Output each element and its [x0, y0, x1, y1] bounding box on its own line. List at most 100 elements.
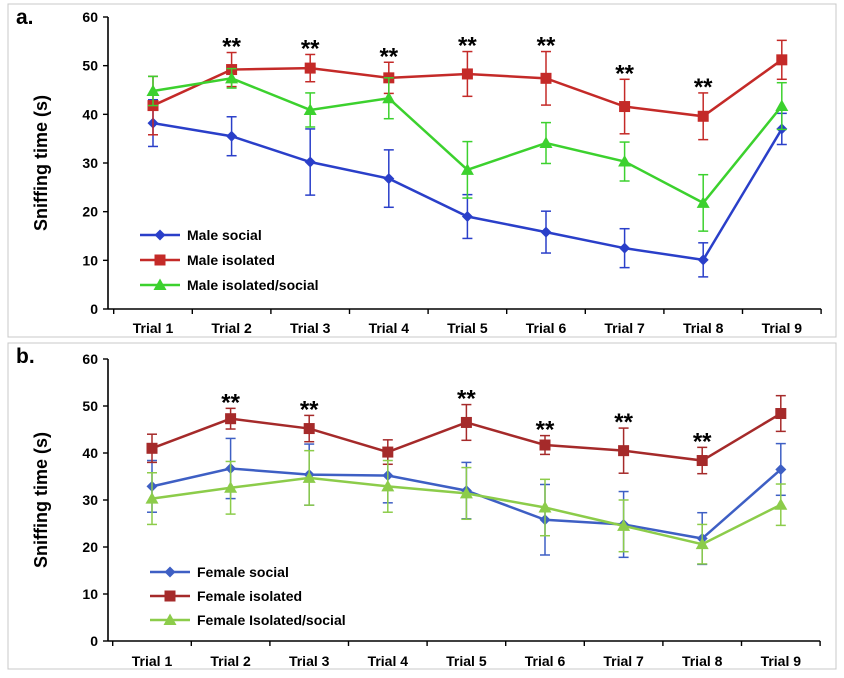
significance-marker: ** [222, 34, 241, 61]
legend-swatch-marker [154, 229, 166, 241]
y-tick-label: 50 [82, 58, 98, 74]
data-point [461, 68, 473, 80]
significance-marker: ** [300, 396, 319, 423]
x-tick-label: Trial 8 [682, 653, 723, 669]
data-point [696, 196, 710, 208]
y-tick-label: 10 [82, 252, 98, 268]
y-tick-label: 60 [82, 9, 98, 25]
data-point [304, 156, 316, 168]
y-tick-label: 20 [82, 539, 98, 555]
data-point [225, 413, 237, 425]
panel-frame [7, 3, 837, 338]
significance-marker: ** [536, 417, 555, 444]
legend-swatch-marker [153, 278, 167, 290]
x-tick-label: Trial 4 [368, 653, 409, 669]
y-tick-label: 10 [82, 586, 98, 602]
data-point [146, 442, 158, 454]
significance-marker: ** [458, 33, 477, 60]
x-tick-label: Trial 1 [132, 653, 173, 669]
significance-marker: ** [221, 389, 240, 416]
panel-a: a. 0 10 20 30 40 50 60 Trial 1 Trial 2 Trial 3 Tria… [7, 3, 837, 338]
data-point [619, 242, 631, 254]
data-point [460, 416, 472, 428]
significance-marker: ** [615, 60, 634, 87]
data-point [303, 103, 317, 115]
legend-label: Female Isolated/social [197, 612, 346, 628]
data-point [460, 163, 474, 175]
data-point [146, 84, 160, 96]
panel-b: b. 0 10 20 30 40 50 60 Trial 1 Trial 2 Trial 3 Tria… [7, 342, 837, 670]
legend-label: Male isolated/social [187, 277, 319, 293]
significance-marker: ** [694, 74, 713, 101]
x-tick-label: Trial 1 [133, 320, 174, 336]
x-tick-label: Trial 7 [604, 320, 645, 336]
data-point [696, 455, 708, 467]
data-point [459, 486, 473, 499]
x-tick-label: Trial 3 [290, 320, 331, 336]
data-point [302, 471, 316, 483]
legend-label: Female social [197, 564, 289, 580]
legend-swatch-marker [154, 254, 166, 266]
x-tick-label: Trial 9 [761, 653, 802, 669]
y-tick-label: 30 [82, 492, 98, 508]
panel-label: a. [16, 6, 34, 29]
data-point [461, 211, 473, 223]
data-point [617, 519, 631, 531]
series-2 [145, 449, 788, 565]
data-point [775, 99, 789, 112]
y-tick-label: 0 [90, 301, 98, 317]
data-point [224, 481, 238, 493]
legend-swatch-marker [163, 613, 177, 625]
significance-marker: ** [379, 43, 398, 70]
data-point [538, 501, 552, 513]
y-axis-title: Sniffing time (s) [31, 432, 51, 568]
y-tick-label: 50 [82, 398, 98, 414]
legend-entry: Female Isolated/social [150, 612, 346, 628]
significance-marker: ** [301, 35, 320, 62]
series-0 [147, 98, 788, 278]
data-point [382, 91, 396, 104]
y-tick-label: 60 [82, 351, 98, 367]
y-axis-title: Sniffing time (s) [31, 95, 51, 231]
x-tick-label: Trial 3 [289, 653, 330, 669]
y-tick-label: 0 [90, 633, 98, 649]
data-point [226, 130, 238, 142]
significance-marker: ** [537, 33, 556, 60]
x-tick-label: Trial 6 [525, 653, 566, 669]
data-point [618, 155, 632, 167]
data-point [382, 446, 394, 458]
data-point [774, 498, 788, 510]
y-tick-label: 30 [82, 155, 98, 171]
significance-marker: ** [614, 409, 633, 436]
data-point [540, 226, 552, 238]
series-2 [146, 67, 789, 232]
y-tick-label: 40 [82, 445, 98, 461]
data-point [695, 537, 709, 550]
legend-entry: Female social [150, 564, 289, 580]
x-tick-label: Trial 2 [210, 653, 251, 669]
data-point [619, 101, 631, 113]
data-point [539, 439, 551, 451]
x-tick-label: Trial 6 [526, 320, 567, 336]
data-point [775, 408, 787, 420]
data-point [381, 479, 395, 492]
data-point [775, 463, 787, 475]
data-point [383, 173, 395, 185]
legend-entry: Male social [140, 227, 262, 243]
x-tick-label: Trial 8 [683, 320, 724, 336]
data-point [304, 62, 316, 74]
panel-label: b. [16, 345, 35, 368]
x-tick-label: Trial 7 [603, 653, 644, 669]
significance-marker: ** [693, 428, 712, 455]
legend-swatch-marker [164, 590, 176, 602]
x-tick-label: Trial 2 [211, 320, 252, 336]
data-point [225, 71, 239, 84]
panel-frame [7, 342, 837, 670]
data-point [303, 423, 315, 435]
legend-label: Female isolated [197, 588, 302, 604]
legend-entry: Female isolated [150, 588, 302, 604]
data-point [618, 445, 630, 457]
x-tick-label: Trial 9 [762, 320, 803, 336]
y-tick-label: 20 [82, 204, 98, 220]
